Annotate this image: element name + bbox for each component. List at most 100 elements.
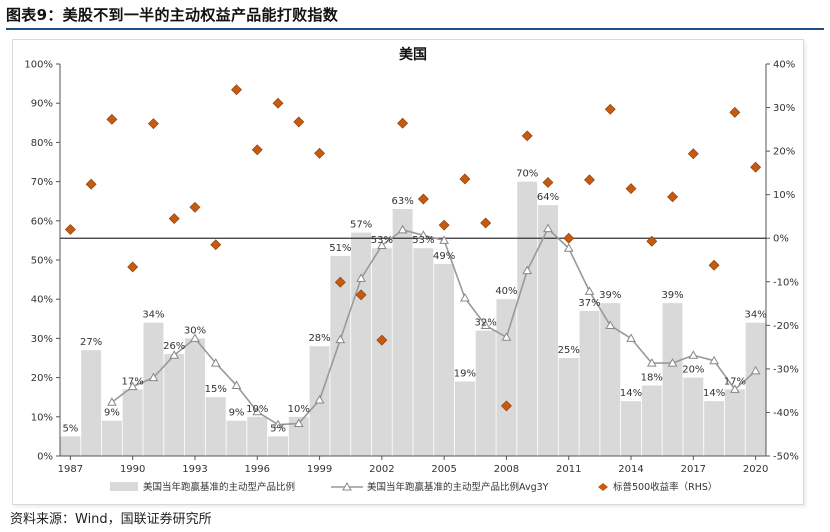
bar-data-label: 28% xyxy=(308,333,330,344)
avg3y-marker xyxy=(626,333,636,342)
bar xyxy=(683,377,704,456)
avg3y-marker xyxy=(501,332,512,341)
avg3y-marker xyxy=(210,358,221,367)
y-left-tick-label: 80% xyxy=(31,138,53,149)
y-left-tick-label: 90% xyxy=(31,99,53,110)
bar xyxy=(60,436,81,456)
bar-data-label: 17% xyxy=(122,376,144,387)
sp500-return-point xyxy=(168,213,180,225)
bar xyxy=(143,322,164,456)
sp500-return-point xyxy=(584,174,595,186)
sp500-return-point xyxy=(85,178,97,190)
sp500-return-point xyxy=(376,334,388,346)
bar xyxy=(81,350,102,456)
avg3y-marker xyxy=(439,235,450,244)
bar-data-label: 64% xyxy=(537,192,559,203)
y-right-tick-label: -40% xyxy=(773,408,799,419)
x-tick-label: 1990 xyxy=(120,464,145,475)
y-left-tick-label: 0% xyxy=(37,452,53,463)
x-tick-label: 1987 xyxy=(58,464,83,475)
y-right-tick-label: 30% xyxy=(773,103,795,114)
bar xyxy=(392,209,413,456)
bar-data-label: 39% xyxy=(661,290,683,301)
y-left-tick-label: 60% xyxy=(31,216,53,227)
bar xyxy=(724,389,745,456)
avg3y-marker xyxy=(231,380,242,389)
bar xyxy=(454,381,475,456)
bar-data-label: 63% xyxy=(392,196,414,207)
avg3y-marker xyxy=(273,419,283,429)
sp500-return-point xyxy=(355,289,367,301)
y-left-tick-label: 20% xyxy=(31,373,53,384)
avg3y-marker xyxy=(750,365,761,375)
chart-title: 美国 xyxy=(399,46,427,63)
y-left-tick-label: 100% xyxy=(24,60,53,71)
heading-rule xyxy=(6,28,824,30)
avg3y-marker xyxy=(543,223,553,233)
bar xyxy=(351,232,372,456)
sp500-return-point xyxy=(251,144,263,156)
sp500-return-point xyxy=(625,183,637,194)
sp500-return-point xyxy=(210,239,222,251)
x-tick-label: 2011 xyxy=(556,464,581,475)
bar-data-label: 51% xyxy=(329,243,351,254)
avg3y-marker xyxy=(190,333,200,342)
sp500-return-point xyxy=(729,106,741,118)
sp500-return-point xyxy=(708,259,720,271)
bar xyxy=(745,322,766,456)
avg3y-marker xyxy=(169,350,180,359)
bar xyxy=(288,416,309,456)
legend-swatch-line-marker xyxy=(342,481,352,491)
bar-data-label: 14% xyxy=(620,388,642,399)
sp500-return-point xyxy=(314,147,325,159)
bar xyxy=(330,256,351,456)
bar-data-label: 14% xyxy=(703,388,725,399)
y-left-tick-label: 40% xyxy=(31,295,53,306)
bar-data-label: 18% xyxy=(641,372,663,383)
sp500-return-point xyxy=(272,97,284,109)
bar xyxy=(496,299,517,456)
bar xyxy=(101,420,122,456)
y-left-tick-label: 50% xyxy=(31,256,53,267)
bar-data-label: 10% xyxy=(246,404,268,415)
bar-data-label: 30% xyxy=(184,325,206,336)
bar-data-label: 40% xyxy=(495,286,517,297)
sp500-return-point xyxy=(604,103,616,115)
avg3y-marker xyxy=(480,320,491,329)
bar-data-label: 17% xyxy=(724,376,746,387)
legend-label-bar: 美国当年跑赢基准的主动型产品比例 xyxy=(143,481,295,493)
y-right-tick-label: -50% xyxy=(773,452,799,463)
bar-data-label: 5% xyxy=(62,423,78,434)
chart-svg: 美国 0% 10% 20% 30% 40% 50% 60% 70% 80% 90% 100% -50% -… xyxy=(24,46,799,493)
sp500-return-point xyxy=(646,235,658,247)
avg3y-marker xyxy=(605,320,616,329)
avg3y-marker xyxy=(522,265,533,275)
avg3y-marker xyxy=(376,240,387,249)
bar xyxy=(538,205,558,456)
sp500-return-point xyxy=(106,113,118,125)
avg3y-marker xyxy=(729,384,740,393)
bar-data-label: 57% xyxy=(350,220,372,231)
bar xyxy=(475,330,496,456)
bar xyxy=(413,248,434,456)
bar-data-label: 26% xyxy=(163,341,185,352)
x-tick-label: 2020 xyxy=(743,464,768,475)
bar xyxy=(641,385,662,456)
bar xyxy=(185,338,205,456)
y-right-tick-label: -20% xyxy=(773,321,799,332)
bar-data-label: 49% xyxy=(433,251,455,262)
bar xyxy=(704,401,725,456)
sp500-return-point xyxy=(397,117,409,129)
bar xyxy=(164,354,185,456)
sp500-return-point xyxy=(334,276,346,288)
bar-data-label: 25% xyxy=(558,345,580,356)
bar-data-label: 15% xyxy=(205,384,227,395)
y-left-tick-label: 10% xyxy=(31,412,53,423)
bar-data-label: 39% xyxy=(599,290,621,301)
bar xyxy=(579,310,600,456)
avg3y-marker xyxy=(148,372,159,382)
bar-data-label: 9% xyxy=(104,408,120,419)
sp500-return-point xyxy=(417,193,429,205)
sp500-return-point xyxy=(750,161,762,173)
avg3y-marker xyxy=(688,350,699,359)
